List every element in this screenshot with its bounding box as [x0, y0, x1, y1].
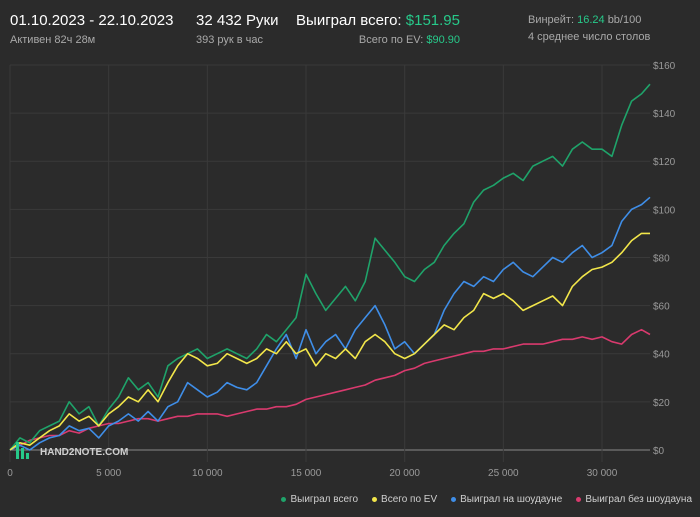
legend-label: Выиграл без шоудауна	[585, 494, 692, 505]
stats-header: 01.10.2023 - 22.10.2023 Активен 82ч 28м …	[0, 0, 700, 60]
legend-label: Всего по EV	[381, 494, 438, 505]
legend-dot	[281, 497, 287, 502]
y-tick-label: $140	[653, 109, 676, 120]
series-lines	[9, 83, 651, 451]
legend-item-non-showdown[interactable]: Выиграл без шоудауна	[576, 494, 692, 505]
x-tick-label: 0	[7, 468, 13, 479]
legend-item-ev-total[interactable]: Всего по EV	[372, 494, 437, 505]
x-tick-label: 10 000	[192, 468, 223, 479]
won-total-label: Выиграл всего:	[296, 12, 402, 29]
hands-count: 32 432 Руки	[196, 12, 279, 29]
x-tick-label: 15 000	[291, 468, 322, 479]
series-line-ev-total	[9, 232, 650, 451]
avg-tables: 4 среднее число столов	[528, 31, 651, 43]
x-axis-labels: 0 5 000 10 000 15 000 20 000 25 000 30 000	[7, 468, 618, 479]
y-tick-label: $160	[653, 61, 676, 72]
watermark-text: HAND2NOTE.COM	[40, 447, 128, 458]
x-tick-label: 30 000	[587, 468, 618, 479]
ev-total-label: Всего по EV:	[358, 34, 424, 46]
graph-chart: $0 $20 $40 $60 $80 $100 $120 $140 $160 0 5 000 10 …	[7, 61, 676, 479]
series-line-showdown	[9, 196, 651, 451]
x-tick-label: 5 000	[96, 468, 121, 479]
won-total-value: $151.95	[405, 12, 460, 29]
hands-per-hour: 393 рук в час	[196, 34, 264, 46]
legend-item-won-total[interactable]: Выиграл всего	[281, 494, 358, 505]
legend-dot	[451, 497, 457, 502]
legend-dot	[372, 497, 378, 502]
y-tick-label: $60	[653, 302, 670, 313]
x-tick-label: 25 000	[488, 468, 519, 479]
series-line-won-total	[9, 83, 651, 451]
legend-label: Выиграл всего	[290, 494, 359, 505]
y-tick-label: $120	[653, 157, 676, 168]
y-tick-label: $0	[653, 446, 665, 457]
y-axis-labels: $0 $20 $40 $60 $80 $100 $120 $140 $160	[653, 61, 676, 457]
winnings-block: Выиграл всего: $151.95 Всего по EV: $90.…	[296, 12, 460, 46]
winrate-value: 16.24	[577, 14, 605, 26]
ev-total-value: $90.90	[426, 34, 460, 46]
legend-dot	[576, 497, 582, 502]
date-range: 01.10.2023 - 22.10.2023	[10, 12, 174, 29]
winrate-block: Винрейт: 16.24 bb/100 4 среднее число ст…	[528, 14, 650, 43]
winrate-suffix: bb/100	[607, 14, 642, 26]
y-tick-label: $80	[653, 253, 670, 264]
active-time: Активен 82ч 28м	[10, 34, 96, 46]
series-line-non-showdown	[9, 328, 651, 451]
winrate-label: Винрейт:	[528, 14, 575, 26]
watermark-logo: HAND2NOTE.COM	[16, 442, 128, 459]
grid-lines	[9, 64, 650, 462]
y-tick-label: $20	[653, 398, 670, 409]
y-tick-label: $100	[653, 205, 676, 216]
chart-legend: Выиграл всего Всего по EV Выиграл на шоу…	[281, 494, 692, 505]
legend-item-showdown[interactable]: Выиграл на шоудауне	[451, 494, 562, 505]
x-tick-label: 20 000	[389, 468, 420, 479]
legend-label: Выиграл на шоудауне	[460, 494, 563, 505]
y-tick-label: $40	[653, 350, 670, 361]
date-block: 01.10.2023 - 22.10.2023 Активен 82ч 28м	[10, 12, 173, 46]
hands-block: 32 432 Руки 393 рук в час	[196, 12, 279, 46]
